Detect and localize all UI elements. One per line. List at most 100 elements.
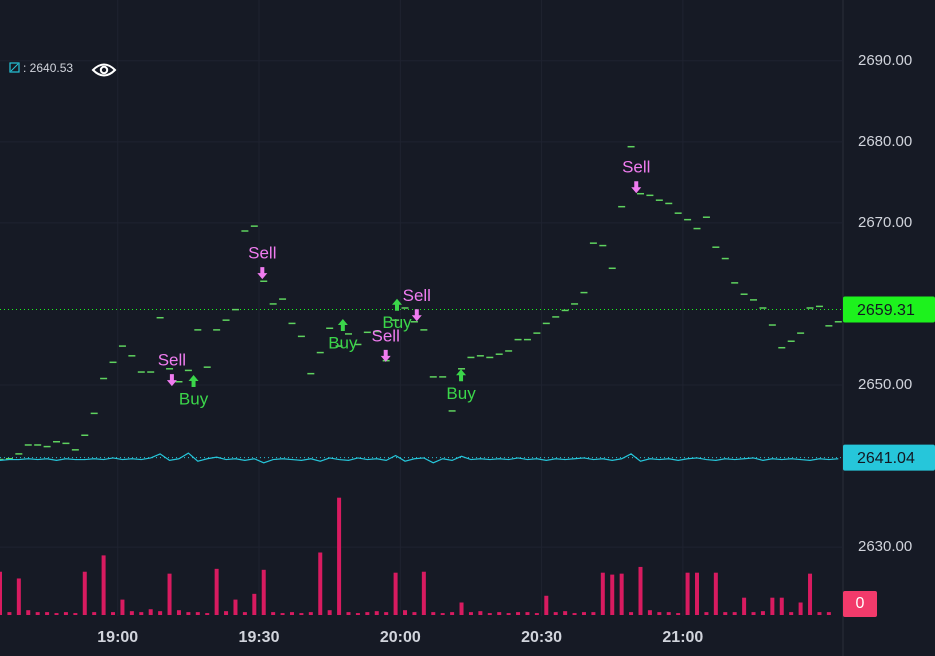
volume-badge-label: 0 — [856, 595, 865, 612]
y-tick-label: 2690.00 — [858, 52, 912, 69]
volume-bar — [355, 613, 360, 615]
volume-bar — [826, 612, 831, 615]
x-tick-label: 19:00 — [97, 629, 138, 646]
volume-bar — [289, 612, 294, 615]
volume-bar — [459, 602, 464, 615]
volume-bar — [685, 572, 690, 615]
volume-bar — [478, 611, 483, 615]
signal-arrow — [166, 374, 177, 387]
volume-bar — [468, 612, 473, 615]
y-tick-label: 2650.00 — [858, 376, 912, 393]
volume-bar — [525, 612, 530, 615]
signal-arrow — [631, 181, 642, 194]
volume-bar — [600, 572, 605, 615]
volume-bar — [242, 612, 247, 615]
volume-bar — [92, 612, 97, 615]
x-tick-label: 19:30 — [239, 629, 280, 646]
volume-bar — [553, 612, 558, 615]
price-badge — [843, 296, 935, 323]
volume-bar — [751, 612, 756, 615]
legend: : 2640.53 — [9, 61, 117, 77]
volume-bar — [808, 573, 813, 615]
volume-bar — [544, 595, 549, 615]
volume-bar — [101, 555, 106, 615]
volume-bar — [403, 610, 408, 615]
signal-label: Buy — [179, 389, 209, 408]
volume-bar — [224, 611, 229, 615]
legend-swatch-hatch — [10, 63, 19, 72]
volume-bar — [7, 612, 12, 615]
volume-bar — [497, 612, 502, 615]
volume-badge — [843, 591, 877, 617]
legend-value: : 2640.53 — [23, 61, 73, 75]
volume-bar — [195, 612, 200, 615]
volume-bar — [384, 612, 389, 615]
volume-bar — [610, 574, 615, 615]
volume-bar — [619, 573, 624, 615]
indicator-line — [0, 452, 839, 464]
volume-bar — [412, 612, 417, 615]
volume-bar — [723, 612, 728, 615]
volume-bar — [120, 599, 125, 615]
volume-bar — [73, 613, 78, 615]
volume-bar — [176, 610, 181, 615]
volume-bar — [26, 610, 31, 615]
volume-bar — [346, 612, 351, 615]
y-tick-label: 2680.00 — [858, 133, 912, 150]
volume-bar — [647, 610, 652, 615]
signal-label: Buy — [446, 384, 476, 403]
signal-label: Buy — [328, 334, 358, 353]
volume-bar — [233, 599, 238, 615]
volume-bar — [760, 611, 765, 615]
visibility-icon[interactable] — [91, 63, 117, 77]
y-tick-label: 2670.00 — [858, 214, 912, 231]
volume-bar — [732, 612, 737, 615]
volume-bar — [779, 597, 784, 615]
volume-bar — [308, 612, 313, 615]
signal-arrow — [257, 267, 268, 280]
volume-bar — [704, 612, 709, 615]
eye-outline — [91, 63, 117, 77]
volume-bar — [261, 569, 266, 615]
volume-bar — [563, 611, 568, 615]
volume-bar — [167, 573, 172, 615]
signal-label: Sell — [248, 244, 276, 263]
x-tick-label: 20:00 — [380, 629, 421, 646]
volume-bar — [638, 566, 643, 615]
volume-bar — [214, 568, 219, 615]
signal-arrow — [188, 374, 199, 387]
volume-bar — [327, 610, 332, 615]
volume-bar — [54, 613, 59, 615]
volume-bar — [440, 613, 445, 615]
signal-arrow — [411, 309, 422, 322]
volume-bar — [158, 611, 163, 615]
x-tick-label: 20:30 — [521, 629, 562, 646]
signal-arrow — [380, 349, 391, 362]
signal-label: Sell — [403, 286, 431, 305]
volume-bar — [148, 609, 153, 615]
volume-bar — [742, 597, 747, 615]
volume-bar — [713, 572, 718, 615]
volume-bar — [770, 597, 775, 615]
volume-bar — [798, 602, 803, 615]
volume-bar — [205, 613, 210, 615]
signal-label: Sell — [158, 351, 186, 370]
volume-bar — [393, 572, 398, 615]
volume-bar — [666, 612, 671, 615]
volume-bar — [506, 613, 511, 615]
volume-bar — [695, 572, 700, 615]
volume-bar — [676, 613, 681, 615]
volume-bar — [0, 571, 2, 615]
volume-bar — [572, 613, 577, 615]
volume-bar — [487, 613, 492, 615]
x-tick-label: 21:00 — [662, 629, 703, 646]
volume-bar — [299, 613, 304, 615]
volume-bar — [450, 612, 455, 615]
volume-bar — [318, 552, 323, 615]
volume-bar — [252, 593, 257, 615]
signal-label: Buy — [382, 313, 412, 332]
volume-bar — [534, 613, 539, 615]
eye-pupil — [99, 65, 109, 75]
